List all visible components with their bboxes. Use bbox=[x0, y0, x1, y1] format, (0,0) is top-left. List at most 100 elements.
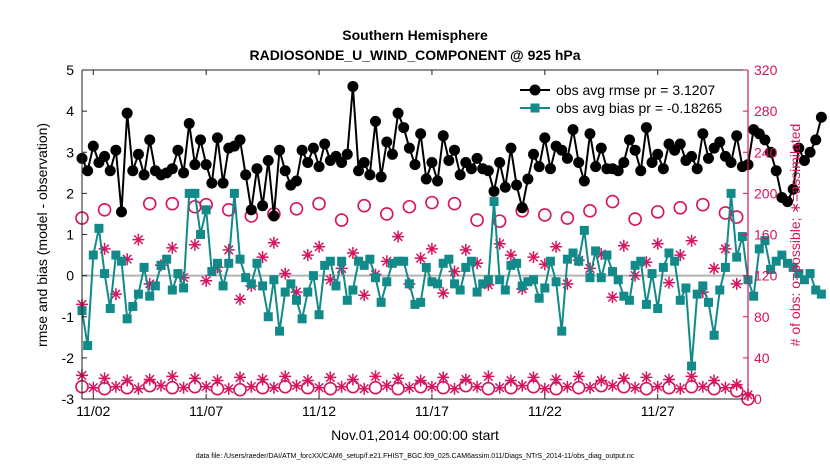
bias-point bbox=[512, 258, 522, 268]
bias-point bbox=[133, 289, 143, 299]
bias-point bbox=[709, 330, 719, 340]
bias-point bbox=[636, 256, 646, 266]
obs-assimilated-point bbox=[324, 371, 337, 384]
bias-point bbox=[275, 326, 285, 336]
bias-point bbox=[291, 295, 301, 305]
rmse-point bbox=[494, 157, 506, 169]
rmse-point bbox=[87, 140, 99, 152]
obs-assimilated-point bbox=[629, 381, 642, 394]
bias-point bbox=[314, 310, 324, 320]
x-tick-label: 11/12 bbox=[302, 403, 336, 419]
bias-point bbox=[788, 262, 798, 272]
obs-assimilated-point bbox=[719, 381, 732, 394]
obs-assimilated-point bbox=[335, 380, 348, 393]
y-axis-label-right: # of obs: o=possible; ∗=assimilated bbox=[787, 124, 803, 347]
rmse-point bbox=[144, 134, 156, 146]
obs-possible-point bbox=[334, 213, 349, 227]
obs-assimilated-point bbox=[369, 370, 382, 383]
rmse-point bbox=[82, 165, 94, 177]
obs-assimilated-point bbox=[561, 380, 574, 393]
bias-point bbox=[619, 291, 629, 301]
rmse-point bbox=[138, 169, 150, 181]
plot-background bbox=[82, 70, 748, 399]
x-tick-label: 11/07 bbox=[189, 403, 223, 419]
obs-assimilated-point bbox=[651, 237, 664, 250]
rmse-point bbox=[195, 134, 207, 146]
bias-point bbox=[150, 281, 160, 291]
rmse-point bbox=[640, 122, 652, 134]
bias-point bbox=[450, 279, 460, 289]
bias-point bbox=[658, 262, 668, 272]
obs-possible-point bbox=[221, 203, 236, 217]
bias-point bbox=[370, 273, 380, 283]
rmse-point bbox=[104, 165, 116, 177]
obs-assimilated-point bbox=[595, 374, 608, 387]
bias-point bbox=[500, 285, 510, 295]
bias-point bbox=[771, 256, 781, 266]
legend: obs avg rmse pr = 3.1207 obs avg bias pr … bbox=[520, 82, 722, 116]
bias-point bbox=[664, 248, 674, 258]
rmse-point bbox=[415, 128, 427, 140]
rmse-point bbox=[443, 154, 455, 166]
legend-bias-label: obs avg bias pr = -0.18265 bbox=[556, 100, 722, 116]
bias-point bbox=[698, 281, 708, 291]
rmse-point bbox=[471, 152, 483, 164]
bias-point bbox=[720, 262, 730, 272]
bias-point bbox=[111, 250, 121, 260]
bias-point bbox=[557, 326, 567, 336]
obs-possible-point bbox=[470, 213, 484, 227]
y-tick-label-right: 320 bbox=[754, 62, 778, 78]
obs-assimilated-point bbox=[200, 380, 213, 393]
obs-assimilated-point bbox=[425, 242, 438, 255]
bias-point bbox=[83, 341, 93, 351]
rmse-point bbox=[398, 122, 410, 134]
y-tick-label-right: 0 bbox=[754, 391, 762, 407]
rmse-point bbox=[561, 152, 573, 164]
bias-point bbox=[162, 254, 172, 264]
bias-point bbox=[145, 291, 155, 301]
rmse-point bbox=[674, 138, 686, 150]
rmse-point bbox=[183, 117, 195, 129]
rmse-point bbox=[127, 165, 139, 177]
obs-assimilated-point bbox=[109, 380, 122, 393]
obs-assimilated-point bbox=[437, 371, 450, 384]
obs-assimilated-point bbox=[222, 243, 235, 256]
bias-point bbox=[139, 262, 149, 272]
bias-point bbox=[517, 281, 527, 291]
obs-assimilated-point bbox=[538, 258, 551, 271]
obs-assimilated-point bbox=[595, 248, 608, 260]
bias-point bbox=[506, 260, 516, 270]
bias-point bbox=[523, 277, 533, 287]
rmse-series bbox=[76, 80, 827, 222]
bias-point bbox=[715, 285, 725, 295]
bias-point bbox=[585, 273, 595, 283]
bias-point bbox=[687, 361, 697, 371]
obs-assimilated-point bbox=[471, 257, 484, 270]
bias-point bbox=[393, 256, 403, 266]
bias-point bbox=[461, 262, 471, 272]
obs-assimilated-point bbox=[301, 249, 314, 262]
obs-assimilated-point bbox=[493, 381, 506, 394]
x-axis-label: Nov.01,2014 00:00:00 start bbox=[331, 427, 499, 443]
rmse-point bbox=[499, 181, 511, 193]
bias-point bbox=[376, 297, 386, 307]
bias-point bbox=[489, 197, 499, 207]
x-tick-label: 11/17 bbox=[415, 403, 449, 419]
bias-point bbox=[342, 295, 352, 305]
obs-assimilated-point bbox=[166, 370, 179, 383]
rmse-point bbox=[353, 165, 365, 177]
obs-assimilated-point bbox=[685, 234, 698, 247]
obs-possible-point bbox=[233, 382, 247, 397]
rmse-point bbox=[217, 177, 229, 189]
obs-possible-point bbox=[538, 208, 552, 222]
rmse-point bbox=[657, 163, 669, 175]
bias-series bbox=[77, 188, 826, 371]
obs-assimilated-point bbox=[674, 249, 687, 262]
obs-assimilated-point bbox=[504, 374, 517, 387]
rmse-point bbox=[426, 157, 438, 169]
rmse-point bbox=[336, 157, 348, 169]
obs-assimilated-point bbox=[437, 287, 450, 300]
rmse-point bbox=[449, 144, 461, 156]
obs-assimilated-point bbox=[425, 380, 438, 393]
rmse-point bbox=[511, 179, 523, 191]
